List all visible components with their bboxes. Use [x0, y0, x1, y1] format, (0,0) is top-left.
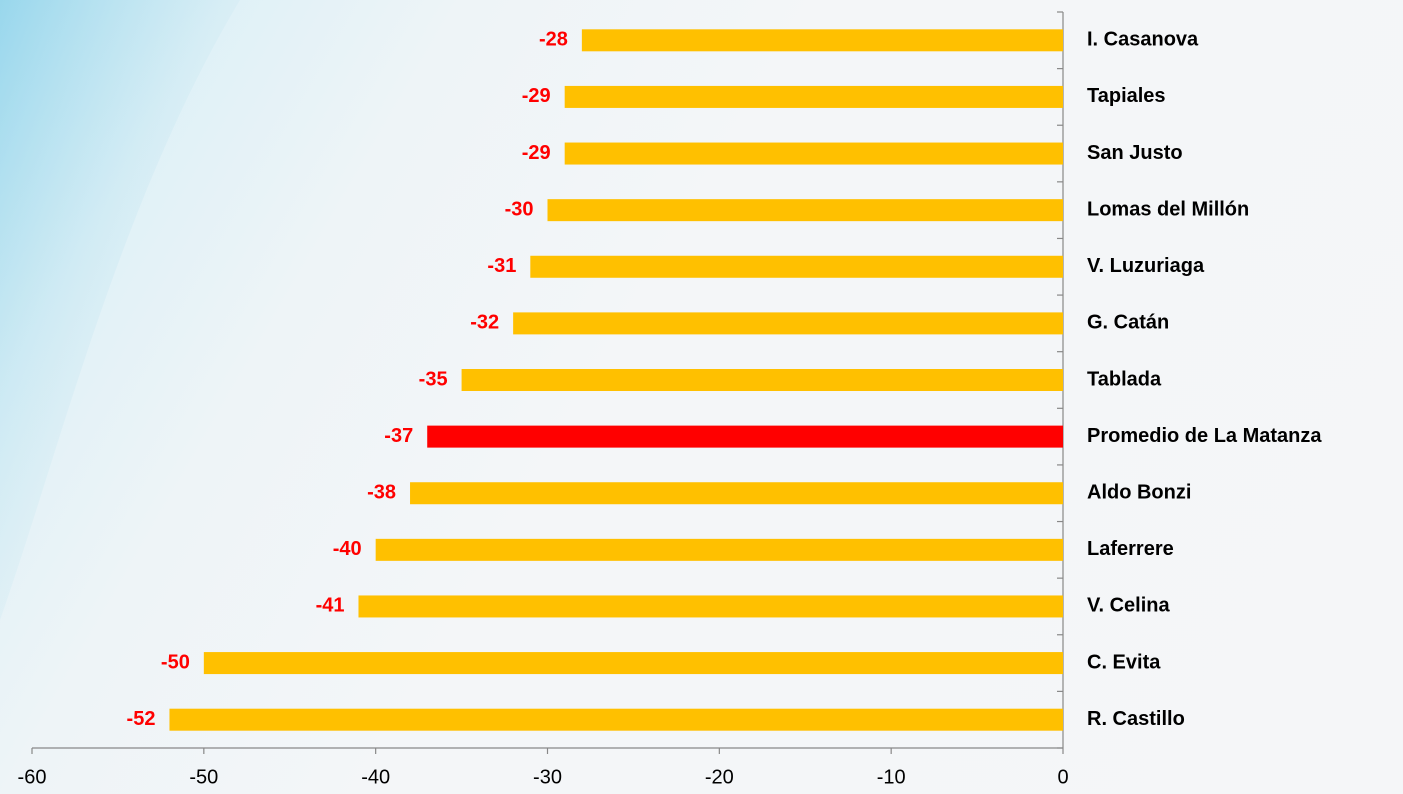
bar [513, 312, 1063, 335]
bar [461, 369, 1063, 391]
data-label: -52 [127, 708, 156, 730]
bar [410, 482, 1063, 505]
background-swirl [0, 0, 240, 620]
data-label: -29 [522, 142, 551, 164]
data-label: -40 [333, 538, 362, 560]
category-label: Aldo Bonzi [1087, 482, 1191, 504]
bar [203, 652, 1064, 675]
x-tick-label: -50 [189, 766, 218, 788]
bar [427, 425, 1063, 448]
x-tick-label: -60 [18, 766, 47, 788]
category-label: Tablada [1087, 368, 1162, 390]
x-tick-label: 0 [1057, 766, 1068, 788]
bar [581, 29, 1063, 52]
bar [169, 708, 1063, 731]
category-label: Lomas del Millón [1087, 198, 1249, 220]
x-tick-label: -20 [705, 766, 734, 788]
category-label: Promedio de La Matanza [1087, 425, 1322, 447]
bar [375, 538, 1064, 561]
category-label: C. Evita [1087, 651, 1161, 673]
data-label: -38 [367, 482, 396, 504]
data-label: -35 [419, 368, 448, 390]
data-label: -28 [539, 29, 568, 51]
data-label: -30 [505, 198, 534, 220]
data-label: -32 [470, 312, 499, 334]
data-label: -37 [384, 425, 413, 447]
x-tick-label: -10 [877, 766, 906, 788]
category-label: V. Luzuriaga [1087, 255, 1205, 277]
bar [564, 142, 1063, 165]
bar [547, 199, 1063, 222]
x-tick-label: -40 [361, 766, 390, 788]
category-label: V. Celina [1087, 595, 1171, 617]
bar [564, 85, 1063, 108]
data-label: -29 [522, 85, 551, 107]
category-label: G. Catán [1087, 312, 1169, 334]
data-label: -41 [316, 595, 345, 617]
bar [530, 255, 1063, 278]
data-label: -31 [487, 255, 516, 277]
category-label: I. Casanova [1087, 29, 1199, 51]
category-label: Tapiales [1087, 85, 1166, 107]
category-label: San Justo [1087, 142, 1183, 164]
bar [358, 595, 1063, 618]
x-tick-label: -30 [533, 766, 562, 788]
category-label: Laferrere [1087, 538, 1174, 560]
category-label: R. Castillo [1087, 708, 1185, 730]
data-label: -50 [161, 651, 190, 673]
